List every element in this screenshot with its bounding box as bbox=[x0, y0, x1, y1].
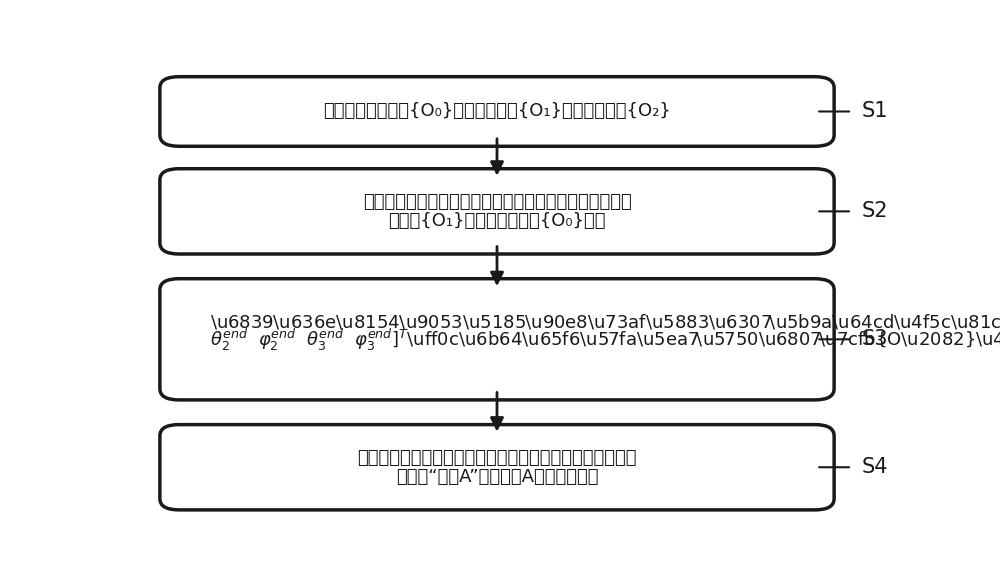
FancyBboxPatch shape bbox=[160, 168, 834, 254]
FancyBboxPatch shape bbox=[160, 424, 834, 510]
Text: S2: S2 bbox=[861, 201, 888, 222]
FancyBboxPatch shape bbox=[160, 279, 834, 400]
Text: S4: S4 bbox=[861, 457, 888, 477]
Text: S1: S1 bbox=[861, 101, 888, 121]
Text: 将操作臂完全进入腔道后三段关节中心轴线连成的连续曲线: 将操作臂完全进入腔道后三段关节中心轴线连成的连续曲线 bbox=[357, 449, 637, 467]
FancyBboxPatch shape bbox=[160, 77, 834, 146]
Text: S3: S3 bbox=[861, 329, 888, 349]
Text: 坐标系{O₁}与腔道口坐标系{O₀}重合: 坐标系{O₁}与腔道口坐标系{O₀}重合 bbox=[388, 212, 606, 230]
Text: 定义腔道口坐标系{O₀}、末端坐标系{O₁}和基座坐标系{O₂}: 定义腔道口坐标系{O₀}、末端坐标系{O₁}和基座坐标系{O₂} bbox=[323, 103, 671, 121]
Text: \u6839\u636e\u8154\u9053\u5185\u90e8\u73af\u5883\u6307\u5b9a\u64cd\u4f5c\u81c2\u: \u6839\u636e\u8154\u9053\u5185\u90e8\u73… bbox=[210, 310, 1000, 336]
Text: $\theta_2^{end}$  $\varphi_2^{end}$  $\theta_3^{end}$  $\varphi_3^{end}$]$^T$\uf: $\theta_2^{end}$ $\varphi_2^{end}$ $\the… bbox=[210, 327, 1000, 353]
Text: 命名为“轨迹A”，对轨迹A进行轨迹跟随: 命名为“轨迹A”，对轨迹A进行轨迹跟随 bbox=[396, 468, 598, 486]
Text: 保持连续体机器人处于初始复位状态，移动机器人使末端: 保持连续体机器人处于初始复位状态，移动机器人使末端 bbox=[363, 193, 631, 211]
